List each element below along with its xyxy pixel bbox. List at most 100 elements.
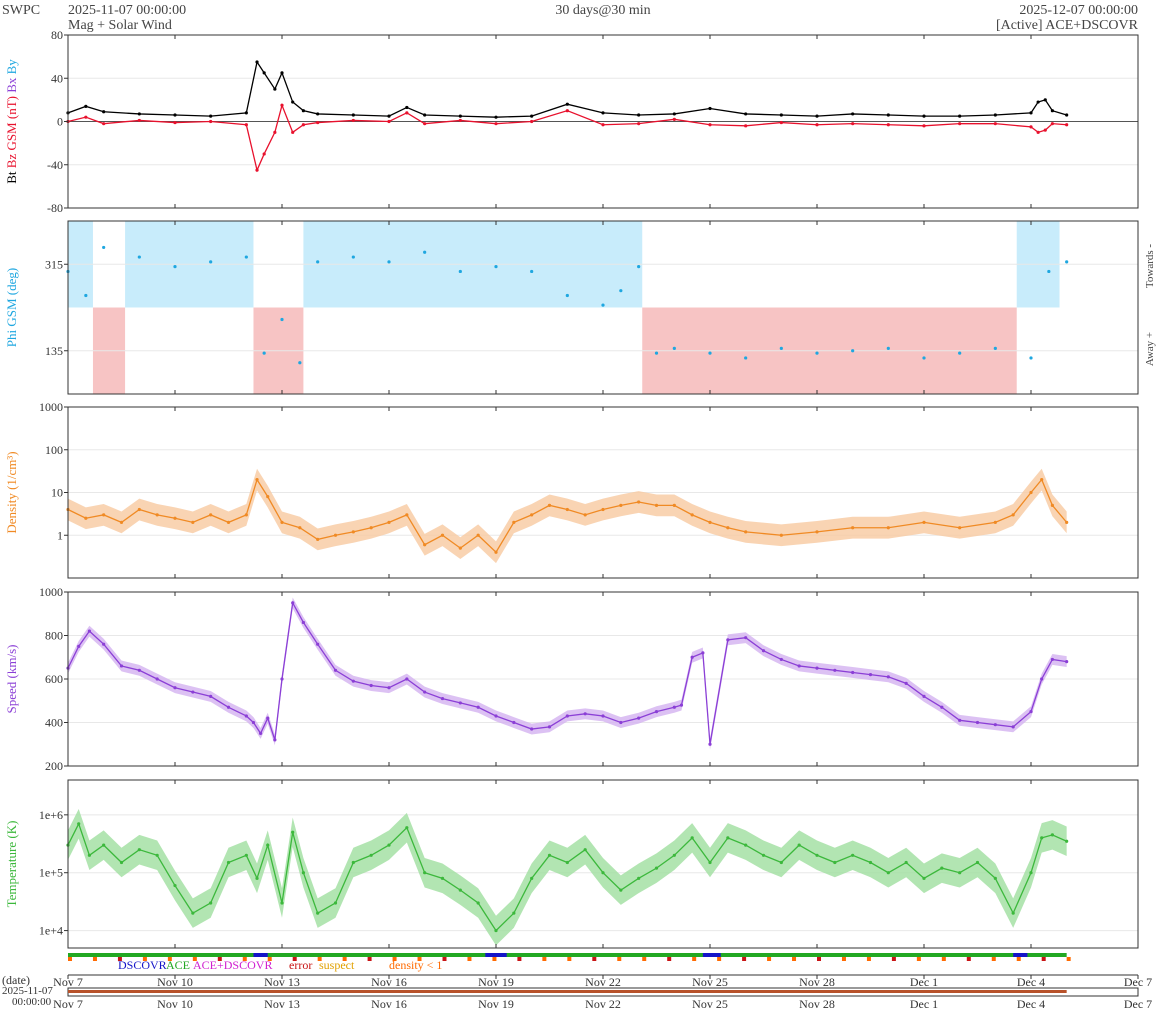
legend-dscovr: DSCOVR: [118, 958, 167, 972]
data-point: [1050, 109, 1054, 113]
y-axis-label: Bt Bz GSM (nT) Bx By: [4, 59, 19, 184]
series-line-bt: [67, 60, 1067, 118]
data-point: [690, 655, 694, 659]
data-point: [244, 714, 248, 718]
data-point: [1011, 513, 1015, 517]
data-point: [530, 876, 534, 880]
series-line-density: [67, 478, 1068, 554]
x-axis-tick-label: Dec 7: [1124, 975, 1152, 989]
data-point: [137, 848, 141, 852]
x-axis: Nov 7 Nov 7 Nov 10 Nov 10 Nov 13 Nov 13 Nov 16…: [53, 974, 1152, 1011]
data-point: [530, 727, 534, 731]
legend-ace: ACE: [166, 958, 190, 972]
ace-bar: [68, 953, 1067, 957]
flag-marker: [467, 957, 472, 961]
legend-density-1: density < 1: [389, 958, 442, 972]
data-point: [1029, 125, 1033, 129]
data-point: [333, 533, 338, 537]
data-point: [87, 853, 91, 857]
series-line-speed: [67, 600, 1067, 745]
data-point: [423, 871, 427, 875]
data-point: [405, 677, 409, 681]
data-point: [226, 520, 231, 524]
flag-marker: [692, 957, 697, 961]
data-point: [601, 871, 605, 875]
y-tick-label: 40: [51, 71, 63, 85]
data-point: [351, 530, 355, 534]
data-point: [280, 103, 284, 107]
x-axis-tick-label: Nov 19: [478, 975, 514, 989]
data-point: [565, 714, 569, 718]
data-point: [601, 714, 605, 718]
data-point: [266, 495, 270, 499]
navigator-tick-label: Nov 7: [53, 997, 83, 1011]
y-axis-label-part: By: [4, 59, 19, 78]
navigator-start-date: 2025-11-07: [2, 985, 53, 997]
time-navigator[interactable]: [67, 987, 1139, 997]
data-point: [761, 853, 766, 857]
data-point: [1065, 520, 1069, 524]
data-point: [815, 666, 819, 670]
dscovr-segment: [253, 953, 268, 957]
data-point: [266, 716, 270, 720]
x-axis-tick-label: Nov 22: [585, 975, 621, 989]
x-axis-tick-label: Dec 4: [1017, 975, 1045, 989]
data-point: [512, 720, 516, 725]
data-point: [958, 526, 962, 530]
data-point: [316, 537, 320, 541]
start-time: 2025-11-07 00:00:00: [68, 3, 186, 18]
data-point: [708, 860, 712, 865]
x-axis-tick-label: Dec 1: [910, 975, 938, 989]
data-point: [940, 705, 944, 709]
data-point: [251, 720, 256, 725]
data-point: [316, 112, 320, 116]
y-tick-label: 100: [45, 443, 63, 457]
data-point: [423, 250, 427, 254]
data-point: [440, 533, 445, 537]
data-point: [1036, 130, 1040, 134]
x-axis-tick-label: Nov 13: [264, 975, 300, 989]
data-point: [922, 114, 926, 118]
data-point: [637, 716, 641, 720]
data-point: [815, 853, 819, 857]
data-point: [1050, 503, 1054, 507]
data-point: [1029, 710, 1033, 714]
y-tick-label: -80: [47, 201, 63, 215]
data-point: [619, 503, 623, 507]
data-point: [333, 901, 338, 905]
data-point: [886, 871, 890, 875]
data-point: [173, 516, 177, 520]
data-point: [1040, 677, 1044, 681]
flag-marker: [817, 957, 821, 961]
data-point: [851, 670, 855, 675]
navigator-range: [68, 990, 1067, 993]
data-point: [851, 122, 855, 126]
navigator-tick-label: Nov 10: [157, 997, 193, 1011]
flag-marker: [866, 957, 871, 961]
y-axis-label: Speed (km/s): [4, 645, 19, 714]
data-point: [458, 701, 462, 705]
flag-marker: [492, 957, 497, 961]
data-point: [494, 714, 498, 718]
flag-marker: [1066, 957, 1071, 961]
data-point: [316, 642, 320, 646]
data-point: [301, 871, 305, 875]
data-point: [868, 860, 873, 865]
end-time: 2025-12-07 00:00:00: [1019, 3, 1138, 18]
data-point: [922, 356, 926, 360]
data-point: [244, 853, 248, 857]
data-point: [726, 638, 730, 642]
data-point: [387, 686, 391, 690]
data-point: [744, 124, 748, 128]
flag-marker: [742, 957, 747, 961]
data-point: [993, 723, 997, 727]
data-point: [779, 533, 783, 537]
flag-marker: [941, 957, 946, 961]
data-point: [209, 513, 213, 517]
data-point: [351, 255, 355, 259]
data-point: [494, 928, 498, 933]
data-point: [779, 346, 783, 350]
data-point: [369, 683, 373, 688]
data-point: [993, 520, 997, 524]
